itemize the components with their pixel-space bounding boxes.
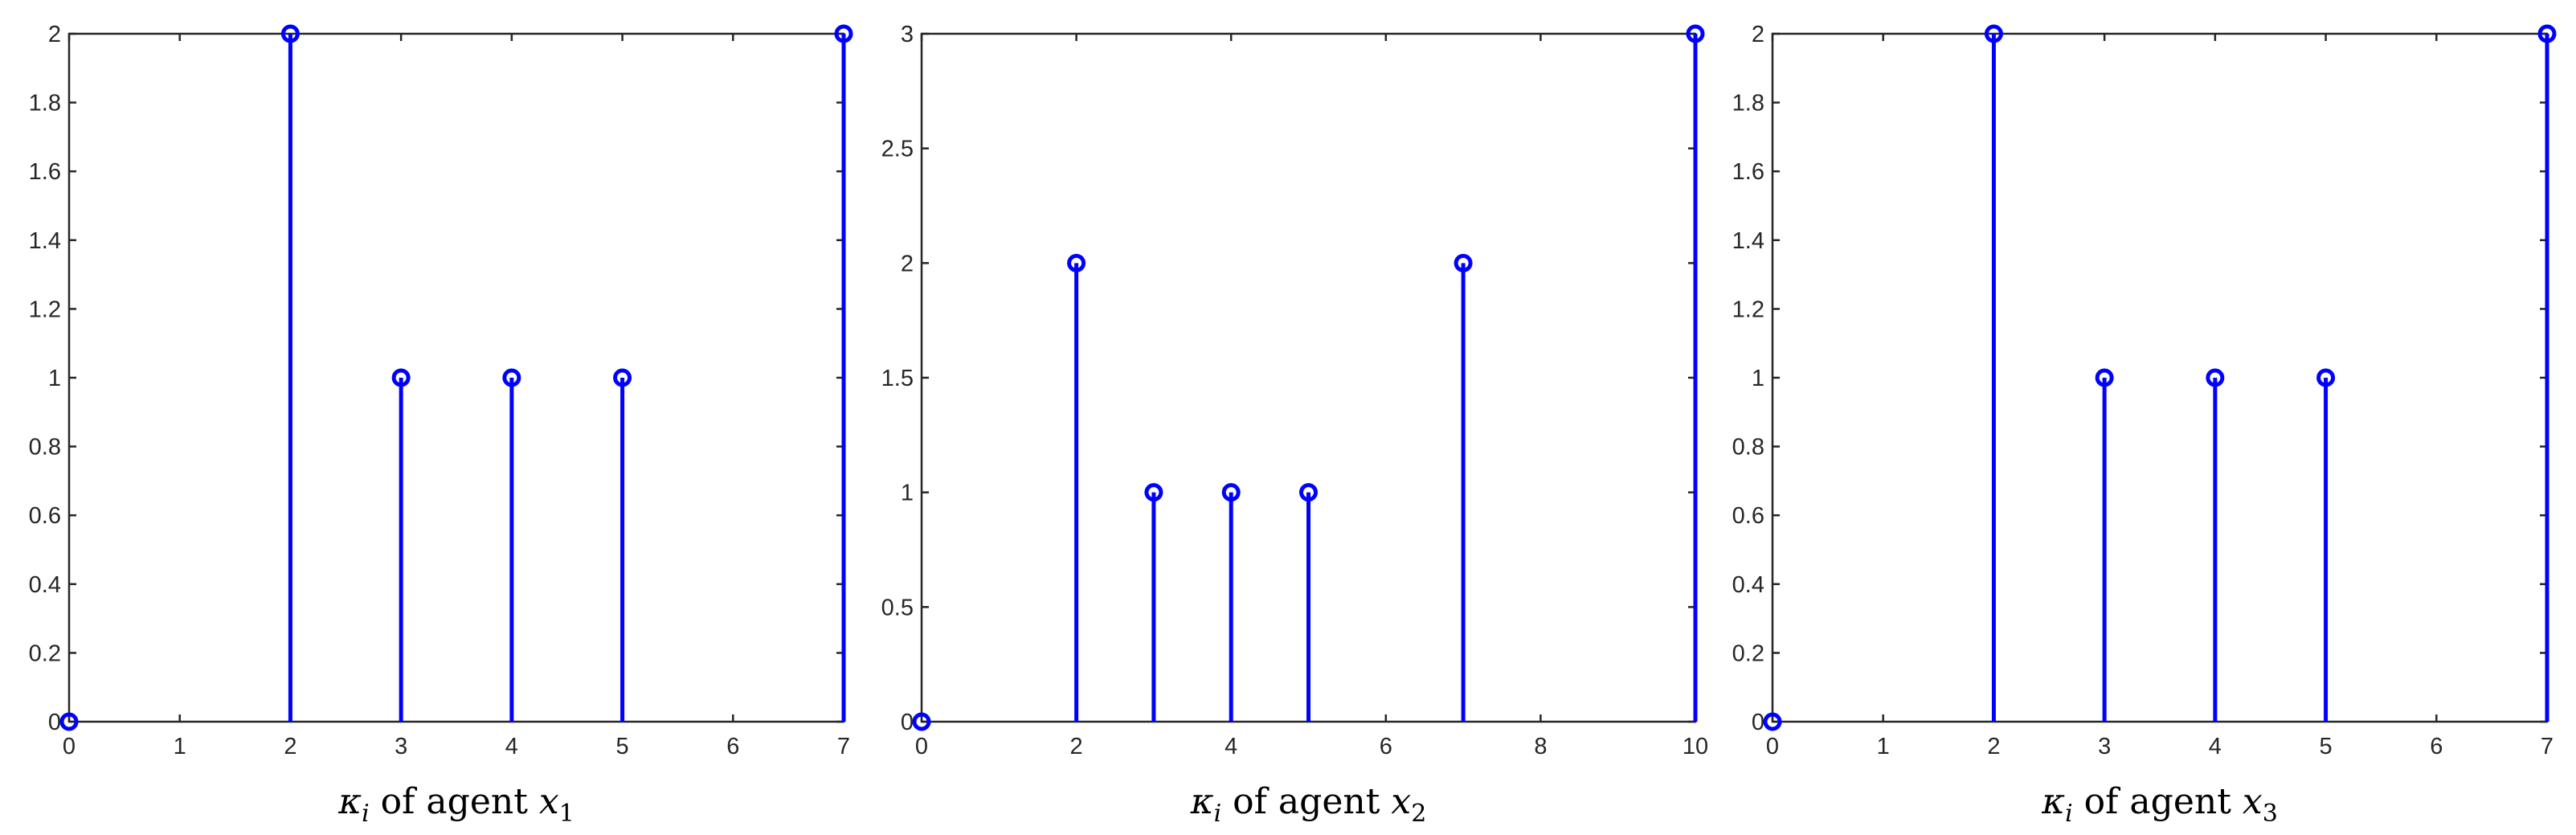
y-tick-label: 1.2 bbox=[1732, 297, 1764, 322]
y-tick-label: 0.8 bbox=[1732, 435, 1764, 460]
stem-marker bbox=[613, 368, 632, 387]
x-tick-label: 0 bbox=[1766, 734, 1779, 759]
x-tick-label: 10 bbox=[1683, 734, 1708, 759]
y-tick-label: 0.4 bbox=[29, 572, 61, 598]
stem-chart-1: 0 0.2 0.4 0.6 0.8 1 1.2 1.4 1.6 1.8 2 0 1 2 3 4 5 6 7 κi of… bbox=[29, 22, 853, 828]
x-tick-label: 2 bbox=[1987, 734, 2000, 759]
y-tick-label: 1.6 bbox=[1732, 159, 1764, 185]
y-tick-label: 3 bbox=[901, 22, 914, 47]
x-tick-label: 4 bbox=[2209, 734, 2222, 759]
x-axis-label: κi of agent x2 bbox=[1190, 781, 1427, 828]
y-tick-label: 1.4 bbox=[29, 228, 61, 254]
stem-marker bbox=[2095, 368, 2114, 387]
y-tick-label: 1 bbox=[901, 481, 914, 506]
x-tick-label: 4 bbox=[1225, 734, 1237, 759]
stem-marker bbox=[2537, 24, 2557, 43]
stem-marker bbox=[2316, 368, 2336, 387]
stem-chart-3: 0 0.2 0.4 0.6 0.8 1 1.2 1.4 1.6 1.8 2 0 1 2 3 4 5 6 7 κi of… bbox=[1732, 22, 2557, 828]
x-tick-label: 1 bbox=[174, 734, 186, 759]
y-tick-label: 0.4 bbox=[1732, 572, 1764, 598]
stem-chart-2: 0 0.5 1 1.5 2 2.5 3 0 2 4 6 8 10 κi of agent x2 bbox=[881, 22, 1708, 828]
y-tick-label: 0.5 bbox=[881, 595, 914, 620]
y-tick-label: 2 bbox=[48, 22, 61, 47]
stem-marker bbox=[1221, 483, 1241, 502]
x-tick-label: 3 bbox=[2098, 734, 2111, 759]
y-tick-label: 2 bbox=[1752, 22, 1764, 47]
stem-marker bbox=[834, 24, 853, 43]
x-tick-label: 0 bbox=[63, 734, 76, 759]
x-tick-label: 2 bbox=[284, 734, 296, 759]
x-axis-label: κi of agent x3 bbox=[2041, 781, 2278, 828]
y-tick-label: 0 bbox=[901, 710, 914, 735]
stem-marker bbox=[2206, 368, 2225, 387]
axes-box bbox=[1771, 32, 2549, 723]
stem-marker bbox=[1686, 24, 1705, 43]
y-tick-label: 0.2 bbox=[1732, 641, 1764, 666]
x-tick-label: 6 bbox=[1380, 734, 1392, 759]
x-tick-label: 3 bbox=[395, 734, 407, 759]
x-tick-label: 6 bbox=[2430, 734, 2443, 759]
y-tick-label: 2.5 bbox=[881, 137, 914, 162]
x-tick-label: 0 bbox=[915, 734, 928, 759]
y-tick-label: 1.8 bbox=[29, 91, 61, 117]
y-tick-label: 2 bbox=[901, 251, 914, 276]
x-tick-label: 8 bbox=[1534, 734, 1547, 759]
x-tick-label: 5 bbox=[616, 734, 629, 759]
y-tick-label: 0 bbox=[48, 710, 61, 735]
stem-marker bbox=[59, 712, 79, 731]
x-tick-label: 1 bbox=[1877, 734, 1890, 759]
stem-marker bbox=[1067, 253, 1086, 272]
x-axis-label: κi of agent x1 bbox=[337, 781, 574, 828]
y-tick-label: 1.8 bbox=[1732, 91, 1764, 117]
y-tick-label: 0.6 bbox=[29, 503, 61, 529]
y-tick-label: 1 bbox=[48, 366, 61, 391]
x-tick-label: 5 bbox=[2320, 734, 2333, 759]
stem-marker bbox=[1454, 253, 1473, 272]
y-tick-label: 1.4 bbox=[1732, 228, 1764, 254]
y-tick-label: 0.8 bbox=[29, 435, 61, 460]
stem-marker bbox=[1299, 483, 1318, 502]
y-tick-label: 0.6 bbox=[1732, 503, 1764, 529]
y-tick-label: 0 bbox=[1752, 710, 1764, 735]
y-tick-label: 0.2 bbox=[29, 641, 61, 666]
x-tick-label: 7 bbox=[2541, 734, 2554, 759]
stem-marker bbox=[1984, 24, 2003, 43]
x-tick-label: 6 bbox=[726, 734, 739, 759]
stem-marker bbox=[391, 368, 411, 387]
stem-marker bbox=[1763, 712, 1782, 731]
x-tick-label: 2 bbox=[1070, 734, 1083, 759]
stem-marker bbox=[502, 368, 521, 387]
axes-box bbox=[67, 32, 845, 723]
stem-marker bbox=[1144, 483, 1163, 502]
stem-marker bbox=[912, 712, 931, 731]
y-tick-label: 1.5 bbox=[881, 366, 914, 391]
y-tick-label: 1 bbox=[1752, 366, 1764, 391]
stem-marker bbox=[280, 24, 300, 43]
x-tick-label: 7 bbox=[837, 734, 850, 759]
y-tick-label: 1.2 bbox=[29, 297, 61, 322]
y-tick-label: 1.6 bbox=[29, 159, 61, 185]
x-tick-label: 4 bbox=[505, 734, 518, 759]
